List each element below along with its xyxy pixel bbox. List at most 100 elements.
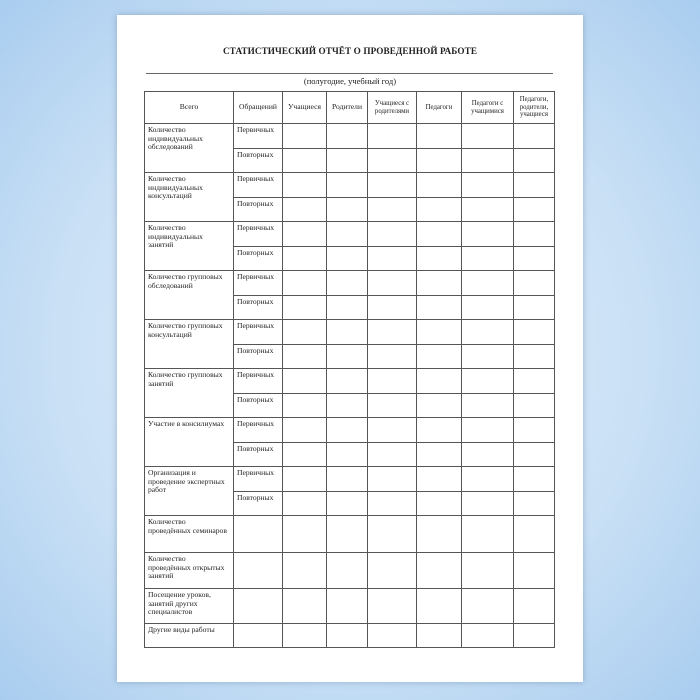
entry-cell[interactable] <box>461 172 514 198</box>
entry-cell[interactable] <box>416 245 462 271</box>
entry-cell[interactable] <box>326 172 368 198</box>
entry-cell[interactable] <box>416 466 462 492</box>
entry-cell[interactable] <box>513 196 555 222</box>
entry-cell[interactable] <box>416 196 462 222</box>
entry-cell[interactable] <box>367 270 417 296</box>
entry-cell[interactable] <box>326 515 368 553</box>
entry-cell[interactable] <box>461 392 514 418</box>
entry-cell[interactable] <box>326 417 368 443</box>
entry-cell[interactable] <box>513 588 555 624</box>
entry-cell[interactable] <box>416 623 462 648</box>
entry-cell[interactable] <box>416 319 462 345</box>
entry-cell[interactable] <box>282 552 327 589</box>
entry-cell[interactable] <box>326 123 368 149</box>
entry-cell[interactable] <box>367 343 417 369</box>
entry-cell[interactable] <box>416 392 462 418</box>
entry-cell[interactable] <box>326 441 368 467</box>
entry-cell[interactable] <box>461 466 514 492</box>
entry-cell[interactable] <box>513 368 555 394</box>
entry-cell[interactable] <box>367 196 417 222</box>
entry-cell[interactable] <box>416 441 462 467</box>
entry-cell[interactable] <box>282 515 327 553</box>
entry-cell[interactable] <box>367 294 417 320</box>
entry-cell[interactable] <box>367 172 417 198</box>
entry-cell[interactable] <box>282 147 327 173</box>
entry-cell[interactable] <box>461 490 514 516</box>
entry-cell[interactable] <box>513 490 555 516</box>
entry-cell[interactable] <box>282 490 327 516</box>
entry-cell[interactable] <box>282 392 327 418</box>
entry-cell[interactable] <box>282 588 327 624</box>
entry-cell[interactable] <box>282 441 327 467</box>
entry-cell[interactable] <box>461 319 514 345</box>
entry-cell[interactable] <box>326 368 368 394</box>
entry-cell[interactable] <box>416 552 462 589</box>
entry-cell[interactable] <box>282 294 327 320</box>
entry-cell[interactable] <box>461 343 514 369</box>
entry-cell[interactable] <box>326 623 368 648</box>
entry-cell[interactable] <box>513 319 555 345</box>
entry-cell[interactable] <box>367 417 417 443</box>
entry-cell[interactable] <box>461 623 514 648</box>
entry-cell[interactable] <box>282 270 327 296</box>
entry-cell[interactable] <box>367 392 417 418</box>
entry-cell[interactable] <box>367 245 417 271</box>
entry-cell[interactable] <box>461 294 514 320</box>
entry-cell[interactable] <box>326 490 368 516</box>
entry-cell[interactable] <box>513 343 555 369</box>
entry-cell[interactable] <box>282 123 327 149</box>
entry-cell[interactable] <box>282 172 327 198</box>
entry-cell[interactable] <box>282 417 327 443</box>
entry-cell[interactable] <box>513 515 555 553</box>
entry-cell[interactable] <box>513 466 555 492</box>
entry-cell[interactable] <box>513 172 555 198</box>
entry-cell[interactable] <box>416 368 462 394</box>
entry-cell[interactable] <box>282 368 327 394</box>
entry-cell[interactable] <box>282 245 327 271</box>
entry-cell[interactable] <box>326 196 368 222</box>
entry-cell[interactable] <box>367 441 417 467</box>
entry-cell[interactable] <box>326 466 368 492</box>
entry-cell[interactable] <box>326 147 368 173</box>
entry-cell[interactable] <box>326 343 368 369</box>
entry-cell[interactable] <box>367 368 417 394</box>
entry-cell[interactable] <box>326 294 368 320</box>
entry-cell[interactable] <box>367 515 417 553</box>
entry-cell[interactable] <box>367 123 417 149</box>
entry-cell[interactable] <box>282 319 327 345</box>
entry-cell[interactable] <box>326 552 368 589</box>
entry-cell[interactable] <box>416 515 462 553</box>
entry-cell[interactable] <box>282 466 327 492</box>
entry-cell[interactable] <box>326 392 368 418</box>
entry-cell[interactable] <box>461 196 514 222</box>
entry-cell[interactable] <box>461 245 514 271</box>
entry-cell[interactable] <box>233 588 283 624</box>
entry-cell[interactable] <box>233 515 283 553</box>
entry-cell[interactable] <box>461 441 514 467</box>
entry-cell[interactable] <box>233 623 283 648</box>
entry-cell[interactable] <box>513 123 555 149</box>
entry-cell[interactable] <box>367 623 417 648</box>
entry-cell[interactable] <box>367 490 417 516</box>
entry-cell[interactable] <box>282 196 327 222</box>
entry-cell[interactable] <box>326 319 368 345</box>
entry-cell[interactable] <box>513 294 555 320</box>
entry-cell[interactable] <box>282 343 327 369</box>
entry-cell[interactable] <box>513 270 555 296</box>
entry-cell[interactable] <box>416 172 462 198</box>
entry-cell[interactable] <box>513 417 555 443</box>
entry-cell[interactable] <box>326 221 368 247</box>
entry-cell[interactable] <box>367 147 417 173</box>
entry-cell[interactable] <box>513 441 555 467</box>
entry-cell[interactable] <box>367 588 417 624</box>
entry-cell[interactable] <box>416 588 462 624</box>
entry-cell[interactable] <box>326 270 368 296</box>
entry-cell[interactable] <box>367 221 417 247</box>
entry-cell[interactable] <box>513 147 555 173</box>
entry-cell[interactable] <box>416 147 462 173</box>
entry-cell[interactable] <box>367 319 417 345</box>
entry-cell[interactable] <box>416 221 462 247</box>
entry-cell[interactable] <box>233 552 283 589</box>
entry-cell[interactable] <box>461 417 514 443</box>
entry-cell[interactable] <box>513 623 555 648</box>
